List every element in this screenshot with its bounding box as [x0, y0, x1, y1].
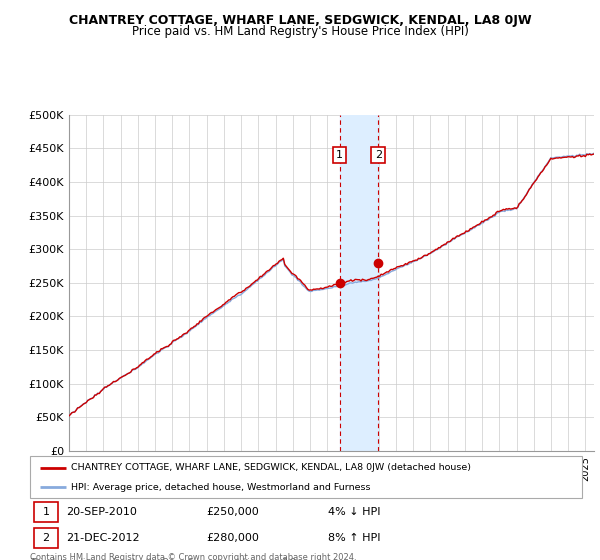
Text: Contains HM Land Registry data © Crown copyright and database right 2024.: Contains HM Land Registry data © Crown c…	[30, 553, 356, 560]
Text: Price paid vs. HM Land Registry's House Price Index (HPI): Price paid vs. HM Land Registry's House …	[131, 25, 469, 38]
Text: 2: 2	[375, 150, 382, 160]
Text: 8% ↑ HPI: 8% ↑ HPI	[328, 533, 380, 543]
Text: 21-DEC-2012: 21-DEC-2012	[66, 533, 140, 543]
Text: CHANTREY COTTAGE, WHARF LANE, SEDGWICK, KENDAL, LA8 0JW: CHANTREY COTTAGE, WHARF LANE, SEDGWICK, …	[68, 14, 532, 27]
Text: £250,000: £250,000	[206, 507, 259, 517]
Text: 20-SEP-2010: 20-SEP-2010	[66, 507, 137, 517]
FancyBboxPatch shape	[34, 528, 58, 548]
FancyBboxPatch shape	[34, 502, 58, 522]
Text: £280,000: £280,000	[206, 533, 260, 543]
Text: 2: 2	[43, 533, 50, 543]
Bar	[340, 115, 379, 451]
Text: 1: 1	[336, 150, 343, 160]
Text: 4% ↓ HPI: 4% ↓ HPI	[328, 507, 380, 517]
Text: CHANTREY COTTAGE, WHARF LANE, SEDGWICK, KENDAL, LA8 0JW (detached house): CHANTREY COTTAGE, WHARF LANE, SEDGWICK, …	[71, 463, 472, 472]
Text: 1: 1	[43, 507, 50, 517]
Text: HPI: Average price, detached house, Westmorland and Furness: HPI: Average price, detached house, West…	[71, 483, 371, 492]
Text: This data is licensed under the Open Government Licence v3.0.: This data is licensed under the Open Gov…	[30, 558, 298, 560]
